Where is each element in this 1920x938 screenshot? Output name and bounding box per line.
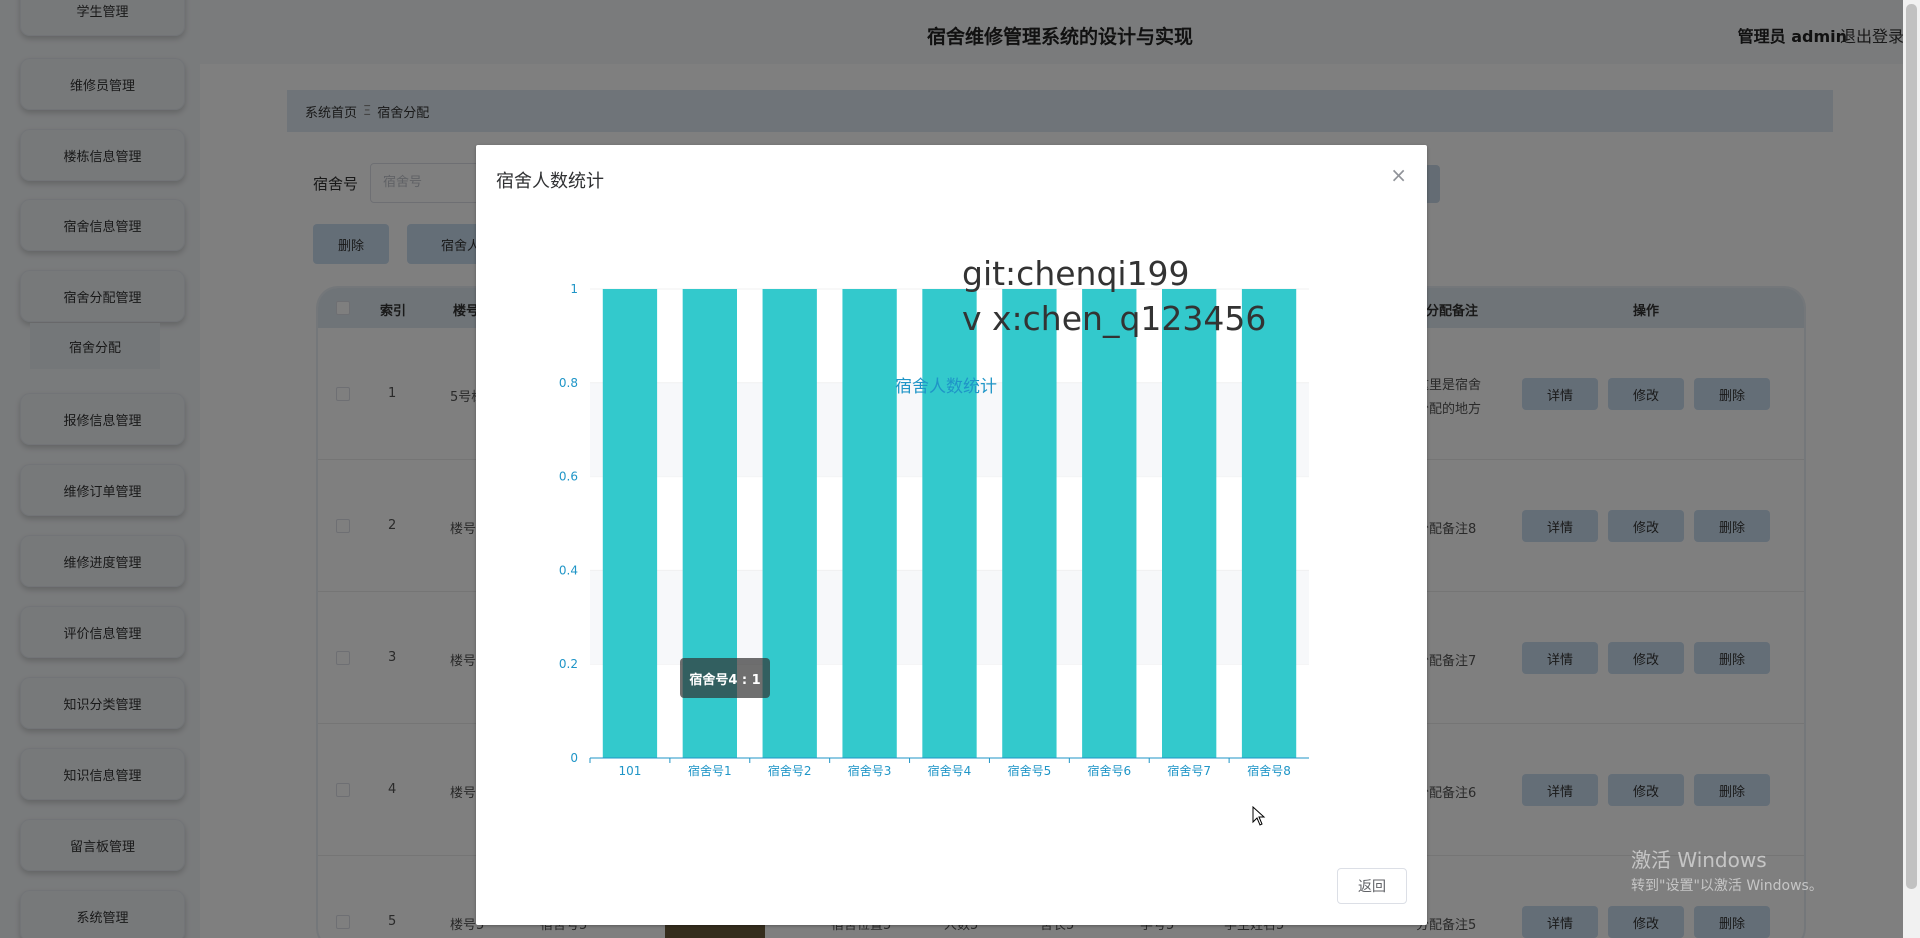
chart-bar[interactable]	[922, 289, 977, 758]
watermark-line1: git:chenqi199	[962, 254, 1190, 293]
chart-bar[interactable]	[842, 289, 897, 758]
chart-bar[interactable]	[1002, 289, 1057, 758]
watermark-line2: v x:chen_q123456	[962, 299, 1267, 338]
chart-title: 宿舍人数统计	[895, 377, 997, 397]
chart-tooltip-text: 宿舍号4 : 1	[689, 672, 761, 688]
y-tick-label: 0.8	[559, 376, 578, 390]
chart-bars	[602, 289, 1297, 758]
windows-activation-title: 激活 Windows	[1631, 848, 1767, 872]
windows-activation-subtitle: 转到"设置"以激活 Windows。	[1631, 878, 1823, 894]
y-tick-label: 0.2	[559, 657, 578, 671]
return-label: 返回	[1358, 879, 1386, 895]
return-button[interactable]: 返回	[1337, 868, 1407, 904]
scrollbar-thumb[interactable]	[1906, 4, 1917, 889]
x-tick-label: 宿舍号1	[688, 763, 732, 778]
y-tick-label: 0.4	[559, 563, 578, 577]
x-tick-label: 宿舍号3	[848, 763, 892, 778]
y-tick-label: 1	[570, 282, 578, 296]
chart-bar[interactable]	[1082, 289, 1137, 758]
chart-bar[interactable]	[762, 289, 817, 758]
x-tick-label: 宿舍号2	[768, 763, 812, 778]
dialog-title: 宿舍人数统计	[496, 171, 604, 192]
x-tick-label: 宿舍号6	[1087, 763, 1131, 778]
x-tick-label: 宿舍号5	[1008, 763, 1052, 778]
close-icon[interactable]: ×	[1390, 163, 1407, 187]
chart-bar[interactable]	[1241, 289, 1297, 758]
x-tick-label: 101	[618, 764, 641, 778]
chart-tooltip: 宿舍号4 : 1	[680, 658, 770, 698]
x-tick-label: 宿舍号7	[1167, 763, 1211, 778]
chart-labels: 0 0.2 0.4 0.6 0.8 1 101 宿舍号1 宿舍号2 宿舍号3 宿舍号4 宿舍号5 宿舍号…	[559, 282, 1291, 778]
chart-bar[interactable]	[1162, 289, 1217, 758]
mouse-cursor-icon	[1252, 806, 1266, 826]
y-tick-label: 0.6	[559, 470, 578, 484]
x-tick-label: 宿舍号4	[928, 763, 972, 778]
chart-axes	[589, 757, 1309, 763]
stats-dialog: 宿舍人数统计 × 0 0.2 0.4 0.6 0.8 1 101 宿舍号1 宿舍号2 宿舍号3 宿舍…	[476, 145, 1427, 925]
bar-chart: 0 0.2 0.4 0.6 0.8 1 101 宿舍号1 宿舍号2 宿舍号3 宿舍号4 宿舍号5 宿舍号…	[559, 282, 1309, 778]
x-tick-label: 宿舍号8	[1247, 763, 1291, 778]
page-scrollbar[interactable]	[1903, 0, 1920, 938]
y-tick-label: 0	[570, 751, 578, 765]
chart-bar[interactable]	[602, 289, 658, 758]
windows-activation-notice: 激活 Windows 转到"设置"以激活 Windows。	[1631, 844, 1823, 895]
